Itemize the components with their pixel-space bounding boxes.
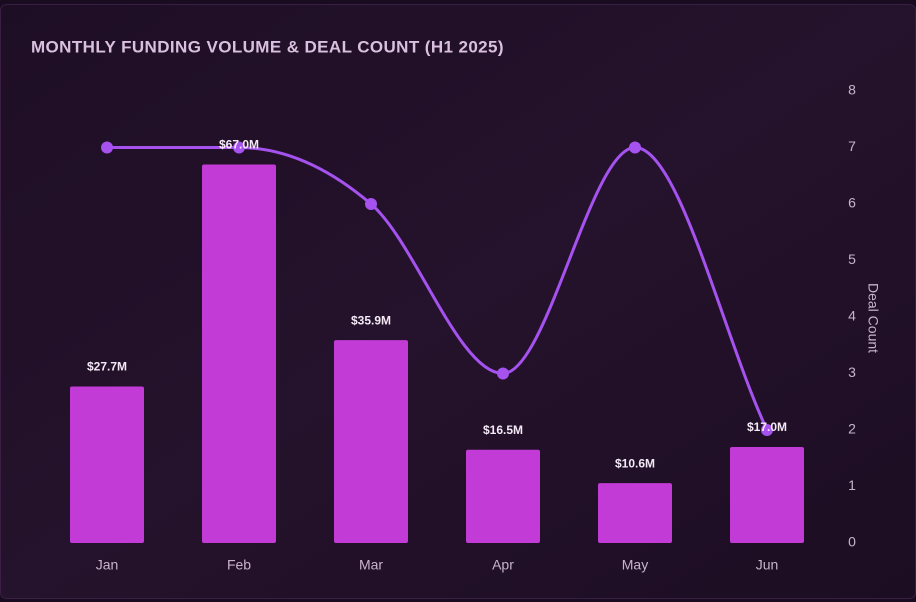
line-point [629, 141, 641, 154]
x-tick-label: Mar [359, 557, 383, 573]
x-tick-label: Apr [492, 557, 514, 573]
y2-tick-label: 7 [848, 138, 856, 154]
value-label: $17.0M [747, 420, 787, 434]
y2-tick-label: 2 [848, 421, 856, 437]
line-point [497, 367, 509, 380]
x-tick-label: Jan [96, 557, 119, 573]
x-tick-label: Jun [756, 557, 779, 573]
line-point [233, 141, 245, 154]
x-tick-label: Feb [227, 557, 251, 573]
bar [202, 164, 276, 543]
y2-axis-label: Deal Count [865, 283, 881, 353]
y2-tick-label: 0 [848, 534, 856, 550]
y2-tick-label: 8 [848, 82, 856, 98]
y2-tick-label: 3 [848, 364, 856, 380]
line-point [365, 198, 377, 210]
value-label: $27.7M [87, 360, 127, 374]
y2-tick-label: 5 [848, 251, 856, 267]
bar [730, 446, 804, 543]
bar [466, 449, 540, 543]
line-point [101, 141, 113, 154]
bar [598, 483, 672, 543]
y2-tick-label: 6 [848, 195, 856, 211]
y2-tick-label: 1 [848, 477, 856, 493]
value-label: $67.0M [219, 138, 259, 152]
chart-title: MONTHLY FUNDING VOLUME & DEAL COUNT (H1 … [31, 37, 504, 56]
value-label: $16.5M [483, 423, 523, 437]
line-point [761, 424, 773, 436]
value-label: $10.6M [615, 456, 655, 470]
value-label: $35.9M [351, 313, 391, 327]
x-tick-label: May [622, 557, 648, 573]
bar [334, 340, 408, 543]
y2-tick-label: 4 [848, 308, 856, 324]
bar [70, 386, 144, 543]
